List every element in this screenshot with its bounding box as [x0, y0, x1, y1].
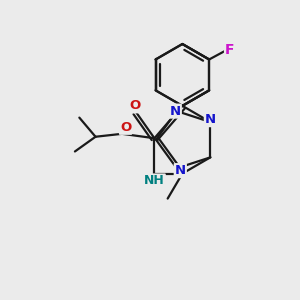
- Text: NH: NH: [144, 174, 165, 188]
- Text: N: N: [205, 113, 216, 126]
- Text: O: O: [120, 121, 131, 134]
- Text: N: N: [170, 105, 181, 118]
- Text: F: F: [225, 43, 235, 57]
- Text: O: O: [129, 99, 140, 112]
- Text: N: N: [175, 164, 186, 177]
